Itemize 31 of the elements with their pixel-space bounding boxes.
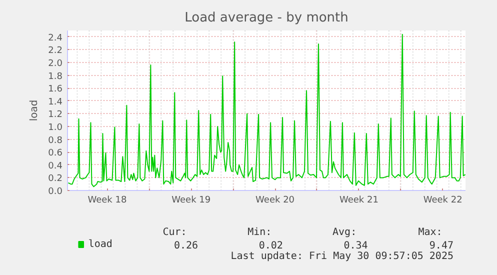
text: 9.47: [429, 240, 454, 252]
y-tick-label: 2.0: [48, 59, 63, 69]
text: Cur:: [162, 227, 187, 238]
y-tick-label: 1.4: [48, 97, 63, 108]
x-tick-label: Week 21: [339, 196, 378, 206]
text: Min:: [248, 227, 272, 238]
y-tick-label: 0.4: [48, 161, 63, 172]
y-tick-label: 2.2: [48, 46, 63, 56]
y-tick-label: 2.4: [48, 33, 63, 44]
chart-title: Load average - by month: [184, 10, 348, 26]
text: Avg:: [332, 227, 357, 238]
text: Last update: Fri May 30 09:57:05 2025: [230, 251, 454, 262]
y-tick-label: 0.6: [48, 148, 63, 159]
y-tick-label: 1.6: [48, 84, 63, 95]
y-tick-label: 1.2: [48, 110, 63, 120]
y-axis-title: load: [29, 100, 40, 122]
text: 0.02: [258, 240, 283, 252]
text: Max:: [418, 227, 442, 238]
y-tick-label: 0.2: [48, 174, 63, 184]
x-tick-label: Week 22: [423, 196, 462, 206]
x-tick-label: Week 18: [88, 196, 127, 206]
y-tick-label: 1.0: [48, 123, 63, 133]
text: 0.34: [344, 240, 368, 252]
legend-label: load: [88, 239, 112, 250]
y-tick-label: 0.0: [48, 187, 63, 197]
text: 0.26: [174, 240, 198, 252]
line-series: [68, 34, 466, 188]
y-tick-label: 1.8: [48, 72, 63, 82]
x-tick-label: Week 19: [172, 196, 211, 206]
y-tick-label: 0.8: [48, 136, 63, 146]
x-tick-label: Week 20: [256, 196, 295, 206]
